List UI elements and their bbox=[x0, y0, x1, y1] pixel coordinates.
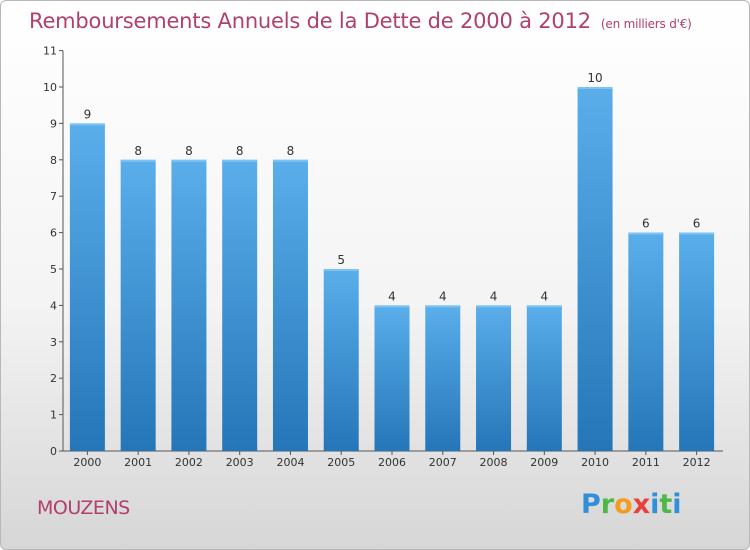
data-label: 6 bbox=[642, 217, 650, 231]
bar bbox=[476, 305, 512, 451]
x-tick-label: 2000 bbox=[73, 456, 101, 469]
bar bbox=[526, 305, 562, 451]
bar bbox=[272, 159, 308, 452]
bar-highlight bbox=[526, 305, 562, 308]
bar-highlight bbox=[374, 305, 410, 308]
bar-highlight bbox=[323, 269, 359, 271]
bar-highlight bbox=[679, 232, 715, 235]
data-label: 8 bbox=[185, 144, 193, 158]
bar bbox=[323, 269, 359, 451]
bar bbox=[628, 232, 664, 451]
y-tick-label: 2 bbox=[50, 372, 57, 385]
data-label: 4 bbox=[388, 289, 396, 303]
y-tick-label: 8 bbox=[50, 154, 57, 167]
x-tick-label: 2011 bbox=[632, 456, 660, 469]
y-tick-label: 4 bbox=[50, 299, 57, 312]
bar-highlight bbox=[171, 159, 207, 162]
x-tick-label: 2008 bbox=[480, 456, 508, 469]
chart-labels: 9 2000 8 2001 8 2002 8 2003 8 2004 5 2005 4 2006 4 2007… bbox=[73, 71, 710, 469]
bar-highlight bbox=[577, 87, 613, 89]
bar bbox=[222, 159, 258, 452]
data-label: 4 bbox=[540, 289, 548, 303]
x-tick-label: 2012 bbox=[683, 456, 711, 469]
data-label: 4 bbox=[439, 289, 447, 303]
chart-title: Remboursements Annuels de la Dette de 20… bbox=[29, 9, 692, 33]
y-tick-label: 5 bbox=[50, 263, 57, 276]
proxiti-logo: Proxiti bbox=[581, 489, 682, 520]
y-tick-label: 1 bbox=[50, 409, 57, 422]
y-tick-label: 11 bbox=[43, 45, 57, 58]
x-tick-label: 2004 bbox=[276, 456, 304, 469]
x-tick-label: 2006 bbox=[378, 456, 406, 469]
y-tick-label: 9 bbox=[50, 117, 57, 130]
bar-highlight bbox=[120, 159, 156, 162]
data-label: 8 bbox=[287, 144, 295, 158]
data-label: 8 bbox=[236, 144, 244, 158]
bar bbox=[679, 232, 715, 451]
x-tick-label: 2002 bbox=[175, 456, 203, 469]
y-tick-label: 10 bbox=[43, 81, 57, 94]
x-tick-label: 2007 bbox=[429, 456, 457, 469]
y-tick-label: 0 bbox=[50, 445, 57, 458]
bar bbox=[374, 305, 410, 451]
bar bbox=[69, 123, 105, 452]
data-label: 5 bbox=[337, 253, 345, 267]
data-label: 8 bbox=[134, 144, 142, 158]
bar bbox=[171, 159, 207, 452]
bar bbox=[577, 87, 613, 451]
x-tick-label: 2010 bbox=[581, 456, 609, 469]
bar-highlight bbox=[222, 159, 258, 162]
data-label: 4 bbox=[490, 289, 498, 303]
data-label: 10 bbox=[587, 71, 602, 85]
y-tick-label: 6 bbox=[50, 227, 57, 240]
y-tick-label: 3 bbox=[50, 336, 57, 349]
data-label: 6 bbox=[693, 217, 701, 231]
bar-highlight bbox=[69, 123, 105, 126]
x-tick-label: 2003 bbox=[226, 456, 254, 469]
chart-bars bbox=[69, 87, 715, 452]
x-tick-label: 2005 bbox=[327, 456, 355, 469]
chart-unit: (en milliers d'€) bbox=[600, 17, 692, 31]
data-label: 9 bbox=[84, 107, 92, 121]
bar bbox=[425, 305, 461, 451]
x-tick-label: 2009 bbox=[530, 456, 558, 469]
x-tick-label: 2001 bbox=[124, 456, 152, 469]
bar bbox=[120, 159, 156, 452]
bar-highlight bbox=[272, 159, 308, 162]
y-tick-label: 7 bbox=[50, 190, 57, 203]
place-name: MOUZENS bbox=[37, 497, 130, 519]
bar-highlight bbox=[476, 305, 512, 308]
bar-highlight bbox=[628, 232, 664, 235]
bar-highlight bbox=[425, 305, 461, 308]
